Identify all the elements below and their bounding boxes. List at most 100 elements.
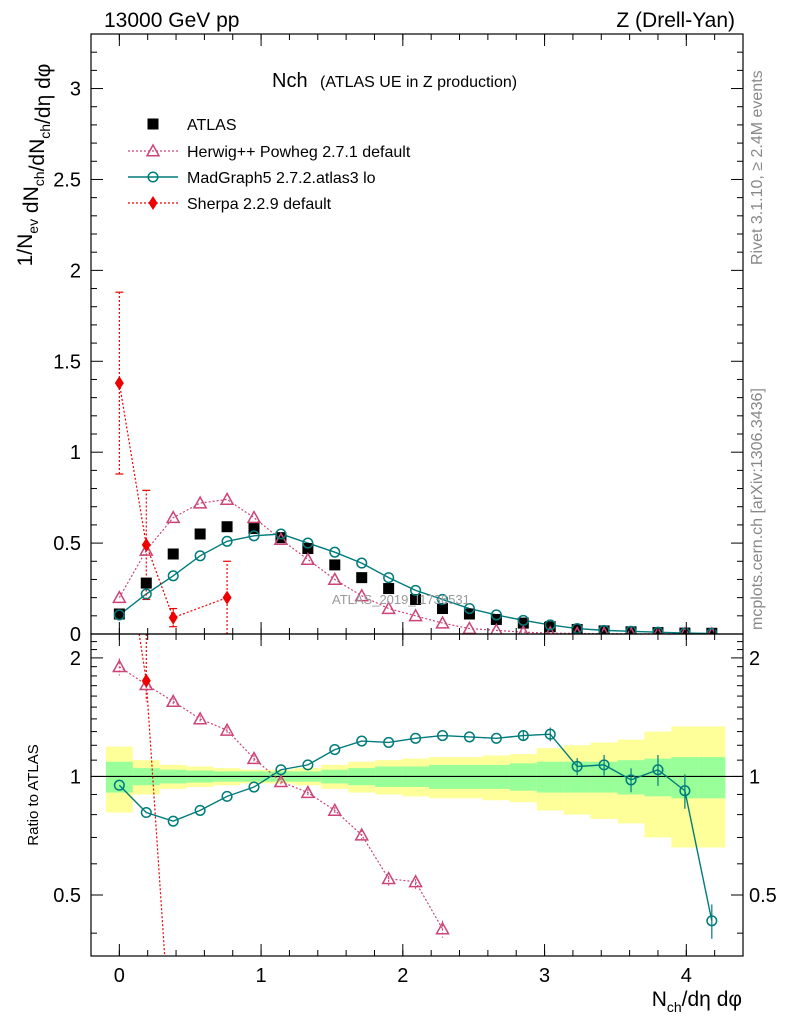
madgraph-point [571, 622, 583, 634]
herwig-point [462, 621, 477, 634]
madgraph-point [436, 593, 449, 606]
ratio-ytick-label: 1 [70, 766, 81, 788]
ratio-frame [90, 633, 744, 957]
madgraph-point [679, 627, 691, 634]
herwig-point [112, 590, 127, 604]
main-ytick-label: 2 [70, 260, 81, 282]
madgraph-point [517, 614, 529, 626]
ratio-madgraph-point [410, 732, 422, 744]
herwig-point [219, 491, 235, 506]
main-ytick-label: 0.5 [53, 533, 81, 555]
main-ytick-label: 1.5 [53, 351, 81, 373]
main-ylabel: 1/Nev dNch/dNch/dη dφ [14, 64, 55, 267]
herwig-point [490, 622, 503, 634]
main-ytick-label: 0 [70, 624, 81, 646]
legend-atlas-marker [147, 118, 159, 130]
ratio-madgraph-point [706, 915, 718, 927]
ratio-ytick-label-right: 0.5 [749, 885, 777, 907]
atlas-point [625, 626, 637, 634]
herwig-point [408, 608, 423, 622]
atlas-point [275, 532, 287, 544]
atlas-point [113, 608, 125, 620]
atlas-point [356, 572, 368, 584]
atlas-point [383, 583, 395, 595]
madgraph-point [410, 584, 422, 596]
herwig-point [327, 571, 343, 586]
madgraph-point [194, 550, 206, 562]
atlas-point [517, 617, 529, 629]
atlas-point [194, 528, 206, 540]
madgraph-point [598, 624, 610, 634]
atlas-point [221, 521, 233, 533]
ratio-madgraph-point [490, 732, 502, 744]
main-ytick-label: 3 [70, 79, 81, 101]
ratio-madgraph-point [302, 759, 314, 771]
herwig-point [545, 625, 555, 634]
legend-herwig-marker [145, 143, 161, 157]
madgraph-point [383, 572, 395, 584]
ratio-sherpa-line [145, 680, 166, 956]
atlas-point [329, 559, 341, 571]
herwig-point [246, 510, 262, 524]
main-ytick-label: 1 [70, 442, 81, 464]
ratio-madgraph-point [679, 785, 691, 797]
ratio-madgraph-point [140, 806, 152, 819]
ratio-madgraph-point [544, 728, 556, 740]
herwig-point [300, 551, 316, 566]
atlas-point [167, 548, 179, 560]
ratio-herwig-line [119, 666, 444, 930]
ratio-ytick-label: 0.5 [53, 885, 81, 907]
atlas-point [140, 577, 152, 589]
ratio-herwig-point [327, 802, 343, 816]
madgraph-point [463, 602, 475, 615]
ratio-herwig-point [192, 711, 208, 725]
madgraph-point [221, 535, 233, 547]
main-panel: 0 0.5 1 1.5 2 2.5 3 ATLAS_2019_I1736531 Nch (A… [14, 33, 744, 646]
herwig-point [680, 626, 690, 634]
madgraph-line [118, 533, 712, 634]
atlas-point [248, 523, 260, 535]
ratio-herwig-point [139, 677, 154, 691]
ratio-madgraph-point [248, 781, 260, 793]
ratio-herwig-point [273, 774, 289, 788]
madgraph-point [113, 609, 125, 621]
sherpa-point [222, 590, 232, 605]
ratio-madgraph-line [118, 733, 713, 921]
ratio-madgraph-point [275, 764, 287, 776]
ratio-xtick-label: 3 [539, 965, 550, 987]
ratio-xtick-label: 4 [681, 965, 692, 987]
ratio-ytick-label: 2 [70, 648, 81, 670]
ratio-xtick-label: 0 [114, 965, 125, 987]
header-right: Z (Drell-Yan) [616, 9, 735, 32]
sherpa-point [141, 537, 151, 552]
band-inner [105, 761, 133, 793]
band-inner [536, 761, 564, 793]
ratio-herwig-point [381, 871, 396, 885]
mcplots-label: mcplots.cern.ch [arXiv:1306.3436] [749, 388, 766, 630]
ratio-ylabel: Ratio to ATLAS [25, 744, 42, 845]
ratio-madgraph-point [221, 790, 233, 802]
ratio-herwig-point [219, 722, 235, 736]
herwig-line [118, 498, 712, 634]
herwig-point [653, 626, 663, 634]
atlas-point [437, 603, 449, 615]
ratio-ytick-label-right: 2 [749, 648, 760, 670]
sherpa-line [118, 382, 228, 619]
madgraph-point [652, 626, 664, 634]
main-title: Nch [272, 70, 308, 92]
herwig-point [381, 601, 396, 615]
ratio-xtick-label: 1 [256, 965, 267, 987]
ratio-sherpa-point [141, 673, 151, 688]
atlas-point [410, 593, 422, 605]
ratio-xtick-label: 2 [397, 965, 408, 987]
ratio-madgraph-point [571, 760, 583, 773]
madgraph-point [544, 619, 556, 631]
herwig-point [165, 510, 181, 524]
header-left: 13000 GeV pp [104, 9, 239, 32]
ratio-herwig-point [354, 827, 369, 841]
atlas-point [706, 627, 718, 634]
legend-label: Herwig++ Powheg 2.7.1 default [187, 144, 411, 161]
ratio-madgraph-point [167, 815, 179, 827]
atlas-point [598, 625, 610, 634]
